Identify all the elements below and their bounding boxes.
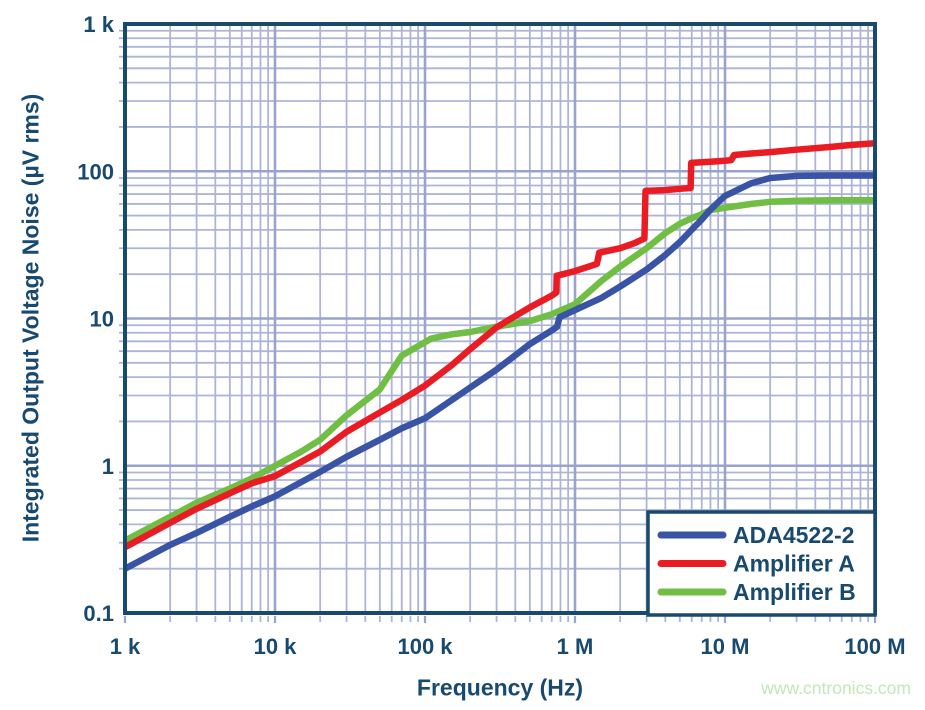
x-tick-label: 1 M [557, 634, 594, 659]
x-tick-label: 100 M [844, 634, 905, 659]
watermark: www.cntronics.com [761, 678, 911, 698]
series-line-ada4522-2 [123, 172, 875, 572]
series-group [123, 139, 876, 572]
legend-label: Amplifier B [733, 579, 856, 605]
y-tick-label: 0.1 [83, 601, 114, 626]
series-line-amplifier-a [123, 139, 876, 551]
y-tick-label: 10 [90, 307, 114, 332]
x-axis-title: Frequency (Hz) [416, 674, 584, 701]
y-tick-label: 1 [102, 454, 114, 479]
x-tick-label: 100 k [397, 634, 453, 659]
grid [119, 22, 877, 623]
y-tick-label: 1 k [83, 12, 114, 37]
legend-label: Amplifier A [733, 551, 855, 577]
y-axis-title: Integrated Output Voltage Noise (µV rms) [17, 93, 44, 543]
tick-labels: 1 k 10 k 100 k 1 M 10 M 100 M 0.1 1 10 100 1 k [77, 12, 905, 659]
plot-border [123, 22, 877, 615]
legend-label: ADA4522-2 [733, 522, 854, 548]
x-tick-label: 1 k [110, 634, 141, 659]
x-tick-label: 10 M [701, 634, 750, 659]
series-line-amplifier-b [123, 197, 875, 544]
x-tick-label: 10 k [254, 634, 298, 659]
y-tick-label: 100 [77, 159, 114, 184]
